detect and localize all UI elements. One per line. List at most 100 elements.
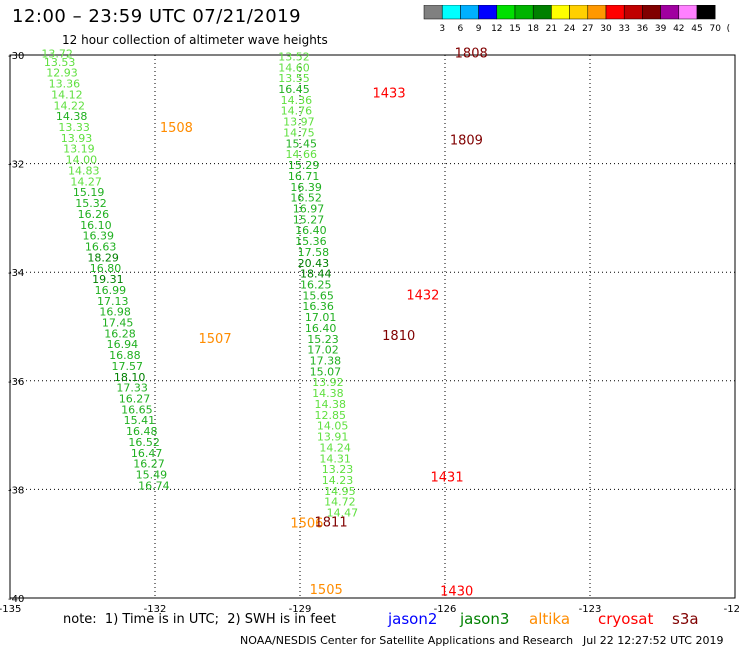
timestamp: Jul 22 12:27:52 UTC 2019 — [583, 634, 724, 647]
color-scale-swatch — [460, 5, 479, 20]
wave-height-value: 12.93 — [46, 67, 78, 80]
legend-jason3: jason3 — [460, 610, 510, 628]
wave-height-value: 15.45 — [286, 137, 318, 150]
wave-height-value: 14.95 — [324, 485, 356, 498]
wave-height-value: 17.58 — [298, 246, 330, 259]
x-tick-label: -132 — [144, 604, 167, 615]
wave-height-value: 17.38 — [310, 355, 342, 368]
wave-height-value: 14.38 — [56, 110, 88, 123]
wave-height-value: 16.27 — [133, 458, 165, 471]
y-tick-label: -36 — [8, 377, 24, 388]
wave-height-value: 14.76 — [281, 105, 313, 118]
wave-height-value: 16.52 — [128, 436, 160, 449]
wave-height-value: 19.31 — [92, 273, 124, 286]
color-scale-label: 33 — [618, 24, 629, 33]
wave-height-value: 16.94 — [107, 338, 138, 351]
x-tick-label: -120 — [724, 604, 740, 615]
color-scale-label: 3 — [439, 24, 445, 33]
wave-height-value: 16.45 — [278, 83, 310, 96]
wave-height-value: 17.45 — [102, 317, 134, 330]
wave-height-value: 15.36 — [295, 235, 327, 248]
x-tick-label: -123 — [579, 604, 602, 615]
wave-height-value: 13.36 — [49, 78, 81, 91]
wave-height-value: 17.33 — [116, 382, 148, 395]
wave-height-value: 16.39 — [83, 230, 115, 243]
pass-number-label: 1810 — [382, 329, 415, 344]
x-tick-label: -129 — [289, 604, 312, 615]
pass-number-label: 1508 — [160, 121, 193, 136]
wave-height-value: 17.02 — [307, 344, 339, 357]
color-scale-swatch — [678, 5, 698, 20]
wave-height-value: 14.47 — [327, 507, 359, 520]
wave-height-value: 13.92 — [312, 376, 344, 389]
color-scale-swatch — [623, 5, 643, 20]
color-scale-label: 18 — [527, 24, 539, 33]
pass-number-label: 1506 — [290, 516, 323, 531]
wave-height-value: 16.97 — [293, 202, 325, 215]
x-tick-label: -126 — [434, 604, 457, 615]
color-scale-swatch — [642, 5, 661, 20]
wave-height-value: 13.93 — [61, 132, 93, 145]
color-scale-swatch — [532, 5, 552, 20]
wave-height-value: 15.07 — [310, 365, 342, 378]
wave-height-value: 17.01 — [305, 311, 337, 324]
y-tick-label: -30 — [8, 51, 24, 62]
wave-height-value: 16.48 — [126, 425, 158, 438]
pass-number-label: 1433 — [373, 86, 406, 101]
wave-height-value: 14.60 — [278, 61, 310, 74]
legend-cryosat: cryosat — [598, 610, 654, 628]
color-scale-label: 39 — [655, 24, 667, 33]
wave-height-value: 16.10 — [80, 219, 112, 232]
pass-number-label: 1808 — [455, 47, 488, 62]
color-scale-label: 6 — [458, 24, 464, 33]
wave-height-value: 20.43 — [298, 257, 330, 270]
wave-height-value: 16.74 — [138, 479, 170, 492]
pass-number-label: 1430 — [440, 584, 473, 599]
wave-height-value: 16.40 — [305, 322, 337, 335]
wave-height-value: 16.52 — [290, 192, 322, 205]
wave-height-value: 15.27 — [293, 213, 325, 226]
color-scale-label: 12 — [491, 24, 502, 33]
color-scale-label: 45 — [691, 24, 702, 33]
footnote: note: 1) Time is in UTC; 2) SWH is in fe… — [63, 612, 336, 627]
wave-height-value: 15.65 — [302, 289, 334, 302]
pass-number-label: 1431 — [431, 470, 464, 485]
color-scale-label: 15 — [509, 24, 520, 33]
wave-height-value: 16.98 — [99, 306, 130, 319]
wave-height-value: 16.36 — [302, 300, 334, 313]
wave-height-value: 16.47 — [131, 447, 163, 460]
wave-height-value: 13.91 — [317, 431, 349, 444]
color-scale-swatch — [696, 5, 716, 20]
pass-number-label: 1432 — [406, 288, 439, 303]
wave-height-value: 16.88 — [109, 349, 141, 362]
wave-height-value: 16.65 — [121, 403, 152, 416]
chart-subtitle: 12 hour collection of altimeter wave hei… — [62, 33, 328, 47]
color-scale-swatch — [423, 5, 443, 20]
color-scale-label: 21 — [546, 24, 557, 33]
wave-height-value: 16.26 — [78, 208, 110, 221]
wave-height-value: 14.23 — [322, 474, 354, 487]
color-scale-swatch — [605, 5, 625, 20]
y-tick-label: -38 — [8, 485, 24, 496]
wave-height-value: 14.27 — [70, 175, 102, 188]
wave-height-value: 14.24 — [319, 441, 351, 454]
wave-height-value: 16.99 — [95, 284, 127, 297]
pass-number-label: 1507 — [199, 332, 232, 347]
wave-height-value: 13.52 — [278, 50, 310, 63]
wave-height-value: 15.49 — [136, 469, 168, 482]
color-scale-swatch — [478, 5, 498, 20]
plot-frame — [9, 54, 736, 599]
wave-height-value: 16.71 — [288, 170, 320, 183]
color-scale-label: 70 — [709, 24, 721, 33]
color-scale-swatch — [551, 5, 570, 20]
wave-height-value: 17.13 — [97, 295, 129, 308]
wave-height-value: 16.39 — [290, 181, 322, 194]
color-scale-label: 9 — [476, 24, 482, 33]
wave-height-value: 14.72 — [324, 496, 356, 509]
wave-height-value: 16.25 — [300, 278, 332, 291]
wave-height-value: 14.12 — [51, 88, 82, 101]
y-tick-label: -40 — [8, 594, 24, 605]
y-tick-label: -32 — [8, 160, 24, 171]
wave-height-value: 15.41 — [124, 414, 156, 427]
